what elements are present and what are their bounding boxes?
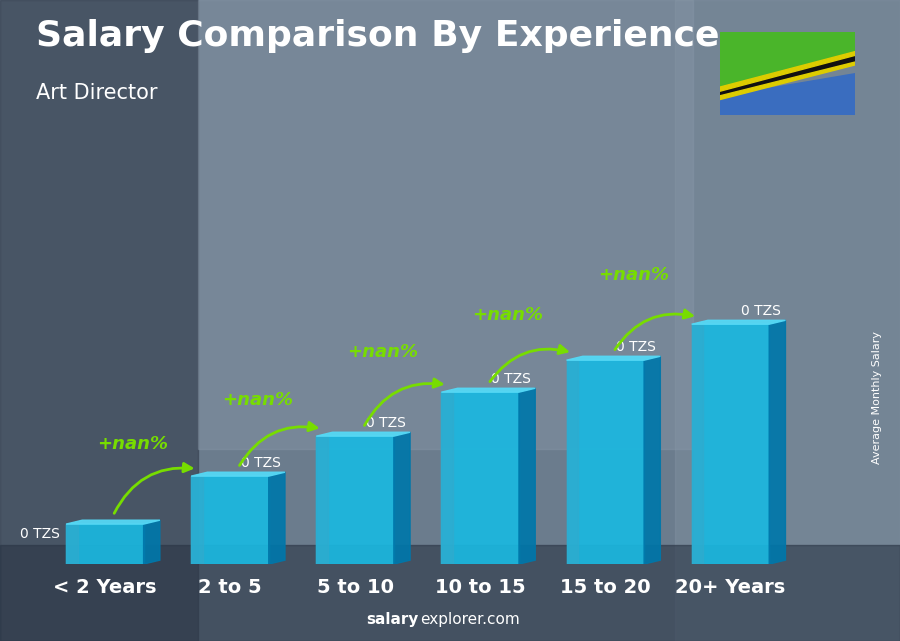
Polygon shape [316,432,410,436]
Bar [0,545,900,641]
Text: 0 TZS: 0 TZS [240,456,281,470]
Polygon shape [720,55,855,97]
Text: explorer.com: explorer.com [420,612,520,627]
Text: Average Monthly Salary: Average Monthly Salary [872,331,883,464]
Polygon shape [566,360,578,564]
Polygon shape [566,360,644,564]
Polygon shape [191,476,202,564]
Polygon shape [66,524,144,564]
Text: salary: salary [366,612,418,627]
Polygon shape [66,524,77,564]
Text: 0 TZS: 0 TZS [365,416,406,430]
Text: Salary Comparison By Experience: Salary Comparison By Experience [36,19,719,53]
Text: 0 TZS: 0 TZS [491,372,531,386]
Polygon shape [691,320,786,324]
Polygon shape [720,62,855,99]
Text: +nan%: +nan% [347,343,419,361]
Bar [198,0,693,449]
Bar [0,0,198,641]
Polygon shape [441,388,536,392]
Polygon shape [566,356,661,360]
Text: +nan%: +nan% [472,306,544,324]
Text: +nan%: +nan% [598,266,669,284]
Polygon shape [441,392,453,564]
Polygon shape [316,436,328,564]
Text: +nan%: +nan% [97,435,168,453]
Polygon shape [441,392,519,564]
Text: 0 TZS: 0 TZS [20,527,59,541]
Polygon shape [691,324,770,564]
Polygon shape [144,520,160,564]
Polygon shape [269,472,285,564]
Polygon shape [720,52,855,91]
Text: Art Director: Art Director [36,83,158,103]
Text: 0 TZS: 0 TZS [741,304,781,318]
Polygon shape [191,476,269,564]
Polygon shape [720,32,855,92]
Polygon shape [316,436,394,564]
Polygon shape [66,520,160,524]
Polygon shape [770,320,786,564]
Polygon shape [720,74,855,115]
Polygon shape [191,472,285,476]
Polygon shape [394,432,410,564]
Text: 0 TZS: 0 TZS [616,340,656,354]
Polygon shape [644,356,661,564]
Polygon shape [519,388,536,564]
Text: +nan%: +nan% [222,391,293,409]
Polygon shape [691,324,703,564]
Bar [675,0,900,641]
